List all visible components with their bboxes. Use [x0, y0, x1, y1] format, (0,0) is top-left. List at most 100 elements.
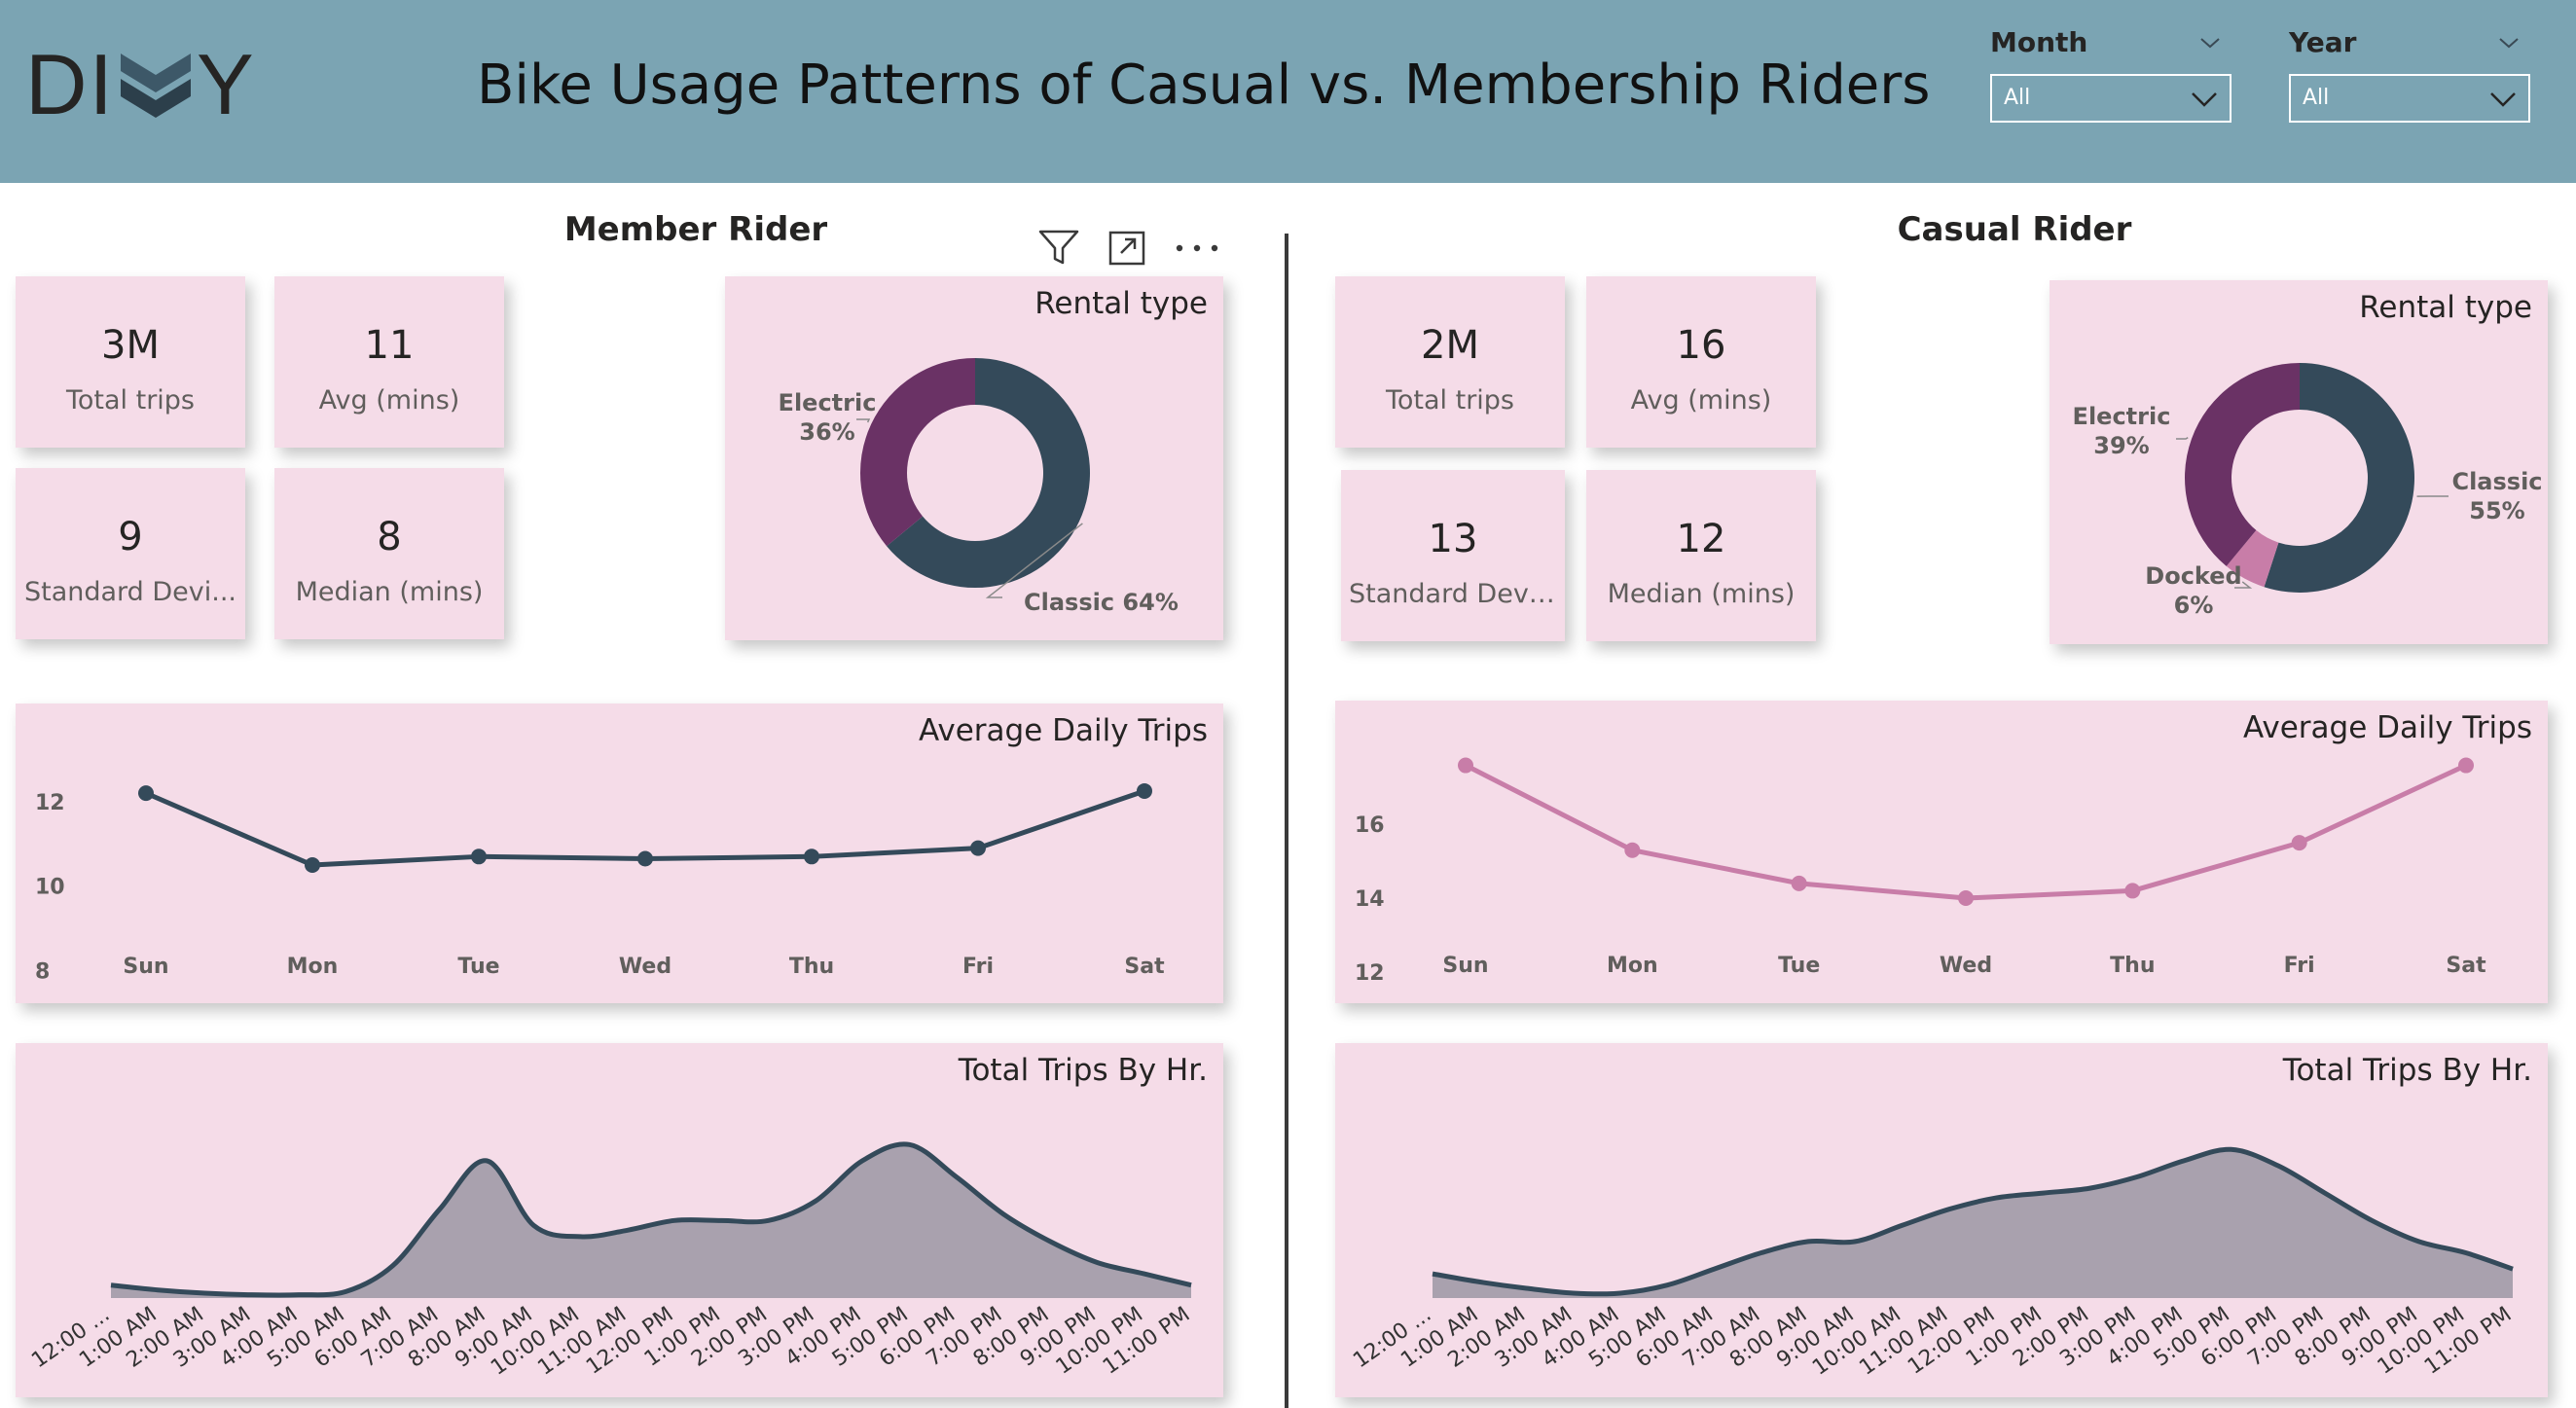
member-hourly-trips-card[interactable]: Total Trips By Hr. 12:00 ... 1:00 AM 2:00 … — [16, 1043, 1223, 1397]
card-title: Average Daily Trips — [2242, 710, 2532, 745]
casual-kpi-std-dev[interactable]: 13 Standard Devi... — [1341, 470, 1565, 641]
focus-mode-icon[interactable] — [1107, 230, 1146, 267]
more-options-icon[interactable] — [1174, 241, 1220, 255]
data-point — [970, 840, 986, 856]
card-title: Rental type — [1034, 286, 1208, 321]
donut-leader-line — [856, 418, 871, 423]
logo-text-left: DI — [25, 36, 115, 132]
data-point — [1624, 842, 1641, 858]
month-slicer-label: Month — [1990, 26, 2088, 58]
chevron-logo-icon — [121, 54, 191, 118]
casual-rental-type-card[interactable]: Rental type Classic 55% Docked 6% Electric 39… — [2050, 280, 2548, 644]
area-line — [110, 1141, 1192, 1298]
data-point — [2458, 757, 2474, 774]
casual-kpi-total-trips[interactable]: 2M Total trips — [1335, 276, 1565, 448]
member-kpi-median[interactable]: 8 Median (mins) — [274, 468, 504, 639]
donut-leader-line — [2234, 581, 2253, 589]
x-tick-label: Sun — [1442, 954, 1488, 978]
x-tick-label: Mon — [287, 955, 339, 979]
month-slicer: Month All — [1990, 23, 2231, 123]
section-divider — [1285, 234, 1288, 1408]
donut-label-classic-line: Classic 64% — [1024, 589, 1179, 616]
casual-hourly-trips-card[interactable]: Total Trips By Hr. 12:00 ... 1:00 AM 2:00 … — [1335, 1043, 2548, 1397]
y-tick-label: 16 — [1355, 813, 1385, 838]
kpi-value: 2M — [1421, 323, 1479, 368]
member-rental-type-card[interactable]: Rental type Classic 64% Electric 36% — [725, 276, 1223, 640]
donut-label-electric-line: Electric — [779, 389, 877, 416]
year-slicer: Year All — [2289, 23, 2530, 123]
y-tick-label: 14 — [1355, 887, 1385, 912]
month-dropdown[interactable]: All — [1990, 74, 2231, 123]
y-tick-label: 12 — [1355, 961, 1385, 986]
visual-header-toolbar — [1034, 224, 1228, 272]
kpi-value: 9 — [118, 515, 143, 560]
kpi-value: 11 — [364, 323, 415, 368]
series-line — [1464, 763, 2468, 901]
kpi-value: 16 — [1676, 323, 1726, 368]
member-daily-trips-card[interactable]: Average Daily Trips 8 10 12 Sun Mon Tue Wed Thu… — [16, 704, 1223, 1003]
casual-section-title: Casual Rider — [1897, 210, 2132, 249]
casual-kpi-median[interactable]: 12 Median (mins) — [1586, 470, 1816, 641]
kpi-label: Avg (mins) — [1630, 385, 1772, 415]
donut-label-classic: Classic 55% — [2451, 468, 2542, 524]
donut-slice-electric — [860, 358, 975, 547]
donut-leader-line — [985, 523, 1083, 598]
chevron-down-icon — [2490, 92, 2516, 107]
x-tick-label: Fri — [2284, 954, 2315, 978]
donut-slice-classic — [887, 358, 1090, 588]
filter-icon[interactable] — [1037, 228, 1080, 267]
page-title: Bike Usage Patterns of Casual vs. Member… — [477, 54, 1931, 117]
x-tick-label: Fri — [962, 955, 994, 979]
member-kpi-std-dev[interactable]: 9 Standard Devi... — [16, 468, 245, 639]
kpi-label: Total trips — [1385, 385, 1515, 415]
month-dropdown-value: All — [2004, 86, 2031, 110]
casual-hourly-area-chart: 12:00 ...1:00 AM2:00 AM3:00 AM4:00 AM5:0… — [1349, 1146, 2516, 1381]
casual-daily-trips-card[interactable]: Average Daily Trips 12 14 16 Sun Mon Tue Wed Th… — [1335, 701, 2548, 1003]
member-kpi-avg[interactable]: 11 Avg (mins) — [274, 276, 504, 448]
data-point — [2291, 835, 2307, 851]
x-tick-label: Wed — [1940, 954, 1992, 978]
x-tick-label: Sat — [2446, 954, 2486, 978]
year-slicer-label: Year — [2289, 26, 2357, 58]
divvy-logo: DI Y — [25, 36, 256, 132]
member-hourly-area-chart: 12:00 ...1:00 AM2:00 AM3:00 AM4:00 AM5:0… — [27, 1141, 1194, 1381]
area-fill — [1433, 1149, 2513, 1298]
kpi-label: Standard Devi... — [23, 577, 237, 607]
donut-leader-line — [2176, 437, 2189, 440]
y-tick-label: 12 — [35, 791, 65, 815]
donut-label-docked-line: Docked — [2145, 562, 2241, 590]
year-dropdown[interactable]: All — [2289, 74, 2530, 123]
donut-label-docked-line: 6% — [2174, 592, 2214, 619]
kpi-label: Median (mins) — [1607, 579, 1796, 609]
data-point — [1137, 782, 1152, 799]
x-tick-label: Thu — [2110, 954, 2155, 978]
member-section-title: Member Rider — [563, 210, 828, 249]
casual-rental-donut: Classic 55% Docked 6% Electric 39% — [2073, 363, 2543, 619]
collapse-chevron-icon[interactable] — [2198, 31, 2222, 54]
x-tick-label: Mon — [1607, 954, 1658, 978]
kpi-value: 13 — [1428, 517, 1478, 561]
year-dropdown-value: All — [2303, 86, 2330, 110]
data-point — [637, 850, 653, 867]
donut-label-docked: Docked 6% — [2145, 562, 2241, 619]
area-line — [1432, 1146, 2514, 1297]
data-point — [1958, 890, 1974, 907]
data-point — [2124, 883, 2141, 899]
donut-slice-docked — [2226, 529, 2279, 588]
donut-label-electric: Electric 39% — [2073, 403, 2171, 459]
x-tick-label: Thu — [789, 955, 834, 979]
x-tick-label: Wed — [619, 955, 671, 979]
collapse-chevron-icon[interactable] — [2497, 31, 2521, 54]
member-kpi-total-trips[interactable]: 3M Total trips — [16, 276, 245, 448]
card-title: Average Daily Trips — [918, 713, 1208, 748]
donut-slice-electric — [2185, 363, 2300, 566]
member-rental-donut: Classic 64% Electric 36% — [779, 358, 1179, 616]
casual-kpi-avg[interactable]: 16 Avg (mins) — [1586, 276, 1816, 448]
y-tick-label: 8 — [35, 960, 50, 985]
area-fill — [111, 1143, 1191, 1298]
member-daily-line-chart: 8 10 12 Sun Mon Tue Wed Thu Fri Sat — [35, 782, 1165, 985]
card-title: Total Trips By Hr. — [958, 1053, 1208, 1088]
data-point — [804, 848, 819, 865]
y-tick-label: 10 — [35, 876, 65, 900]
